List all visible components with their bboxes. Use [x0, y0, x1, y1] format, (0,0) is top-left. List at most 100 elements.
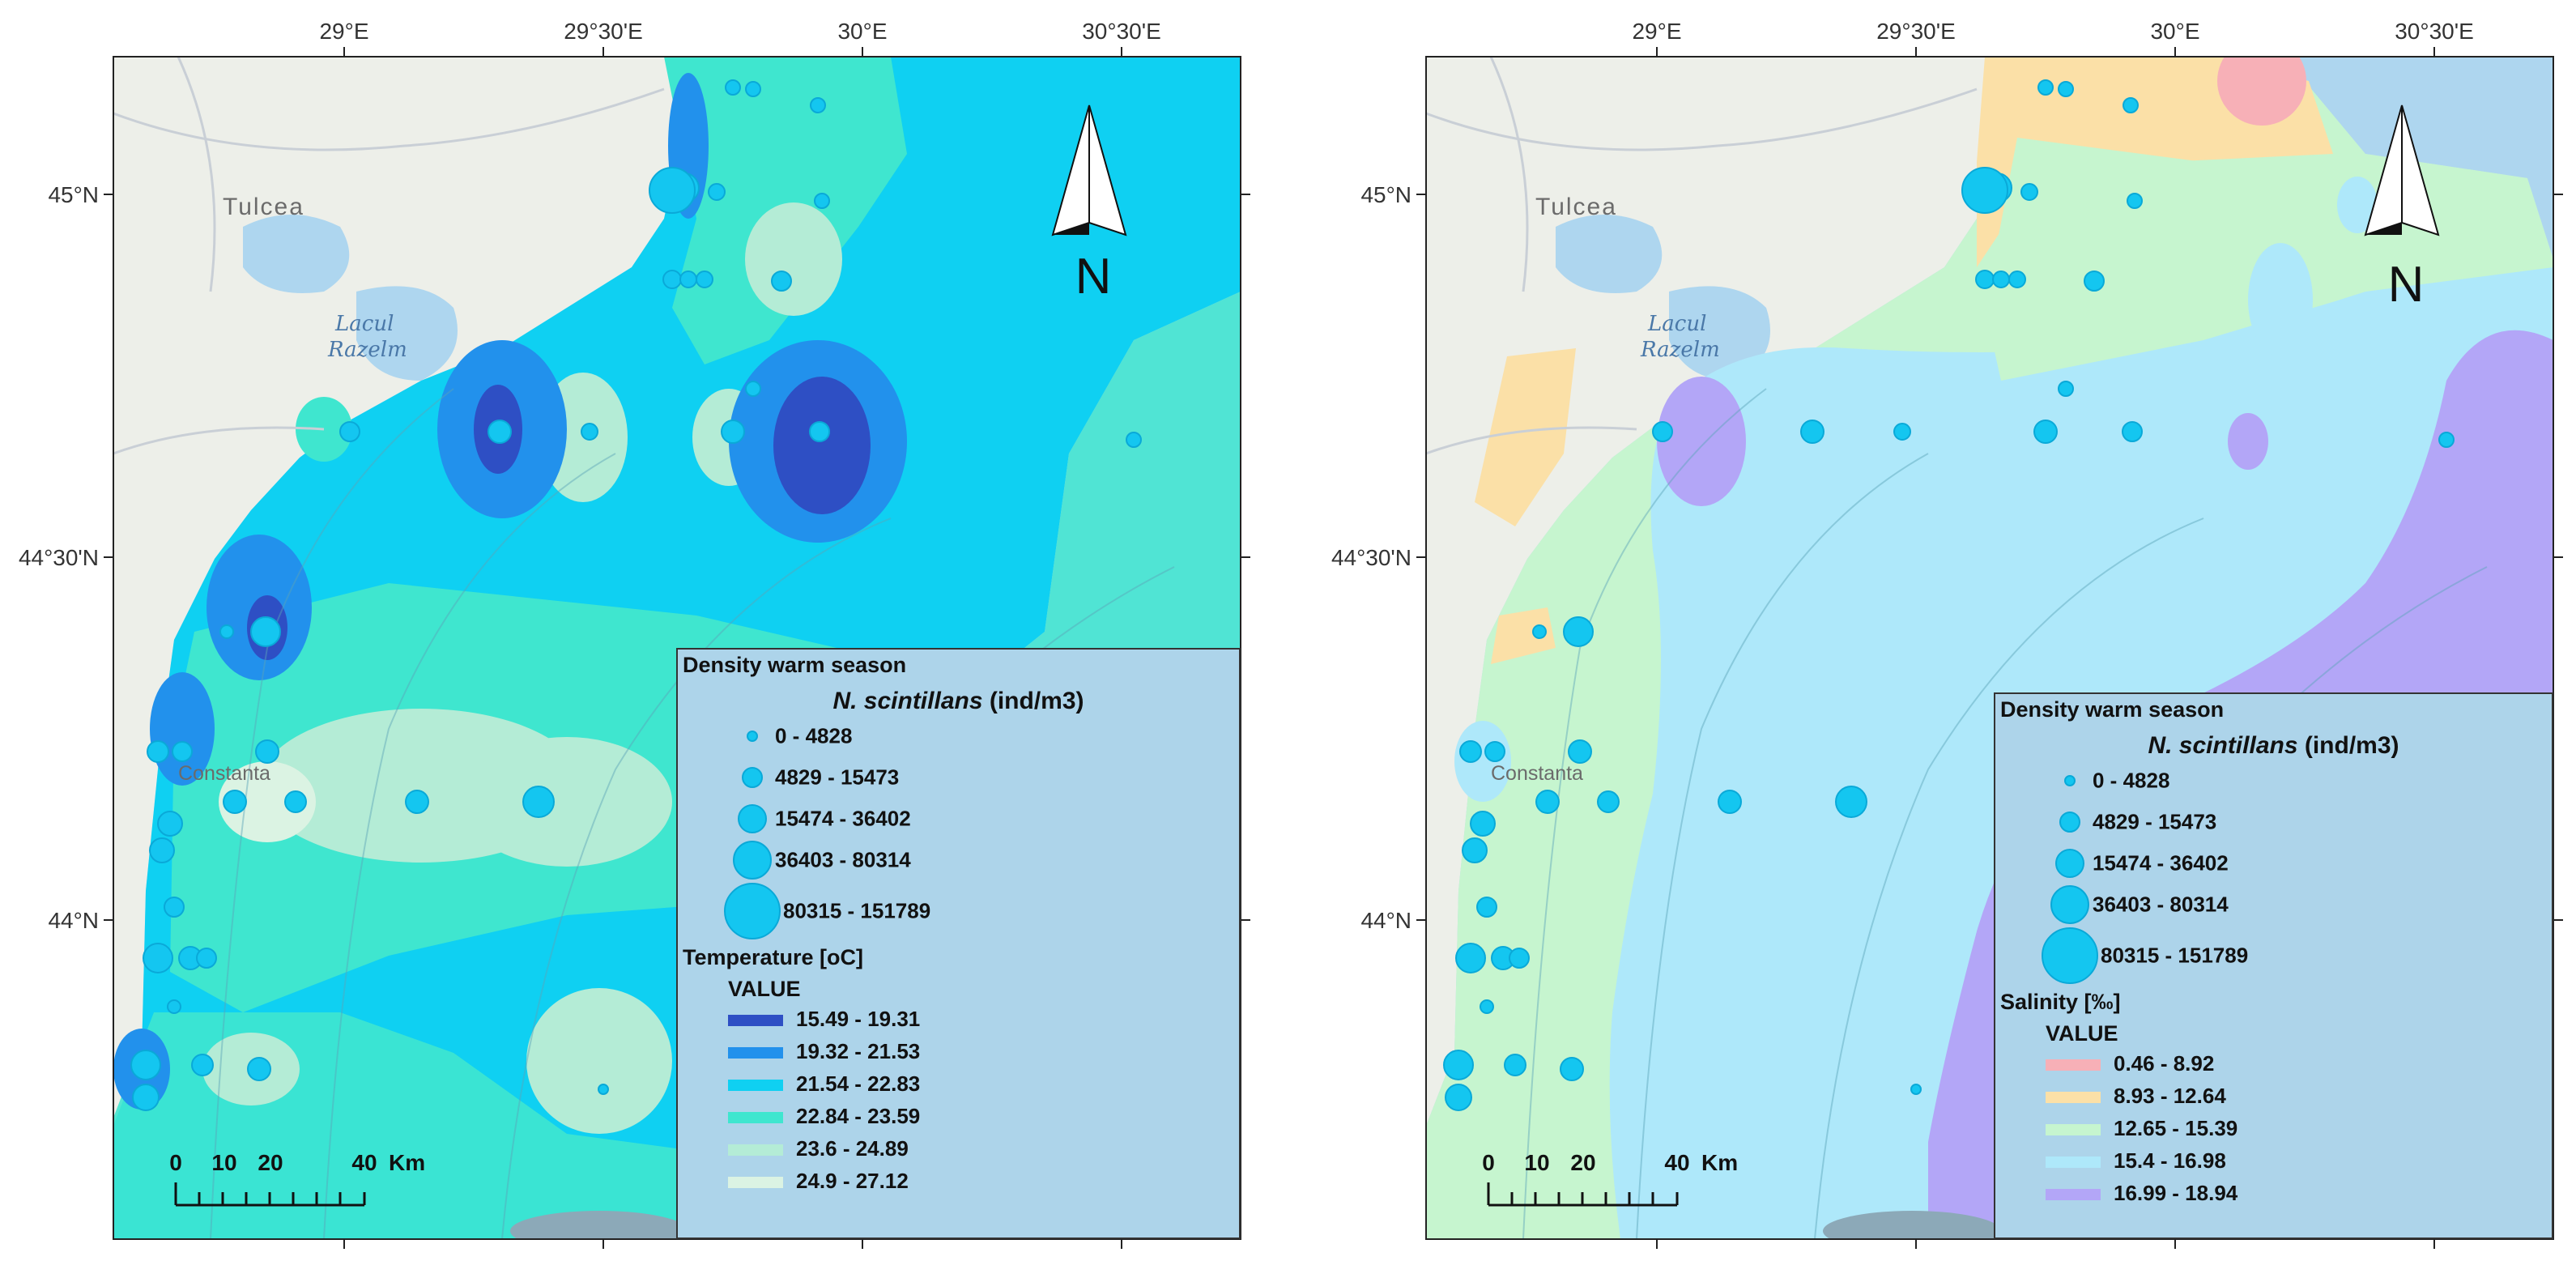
density-class-row: 4829 - 15473: [1995, 801, 2552, 842]
station-marker: [745, 81, 761, 97]
class-swatch: [728, 1177, 783, 1188]
temperature-map-panel: 29°E 29°30'E 30°E 30°30'E 45°N 44°30'N 4…: [0, 0, 1263, 1278]
class-label: 15.4 - 16.98: [2114, 1148, 2226, 1173]
station-marker: [809, 421, 830, 442]
density-class-row: 0 - 4828: [678, 715, 1239, 756]
class-label: 23.6 - 24.89: [796, 1136, 909, 1161]
station-marker: [2127, 193, 2143, 209]
density-class-row: 15474 - 36402: [1995, 842, 2552, 884]
station-marker: [250, 616, 281, 647]
seafloor-relief: [510, 1211, 688, 1239]
station-marker: [143, 943, 173, 973]
class-swatch: [728, 1015, 783, 1026]
station-marker: [1893, 423, 1911, 441]
density-class-label: 80315 - 151789: [2101, 943, 2249, 968]
station-marker: [1445, 1084, 1472, 1111]
station-marker: [247, 1057, 271, 1081]
station-marker: [1910, 1084, 1922, 1095]
svg-text:0: 0: [169, 1150, 182, 1175]
station-marker: [1563, 616, 1594, 647]
density-class-label: 80315 - 151789: [783, 898, 931, 923]
density-class-label: 36403 - 80314: [2093, 892, 2229, 916]
station-marker: [2123, 97, 2139, 113]
map-border: [1425, 56, 2554, 1240]
class-swatch: [728, 1080, 783, 1091]
station-marker: [1568, 739, 1592, 764]
svg-text:Km: Km: [389, 1150, 425, 1175]
temperature-legend-title: Temperature [oC]: [683, 945, 864, 969]
north-arrow-icon: N: [2364, 104, 2440, 313]
north-label: N: [2388, 257, 2425, 313]
station-marker: [814, 193, 830, 209]
station-marker: [339, 421, 360, 442]
svg-text:10: 10: [211, 1150, 236, 1175]
lat-label: 44°30'N: [1331, 545, 1411, 570]
station-marker: [2058, 381, 2074, 397]
station-marker: [662, 270, 682, 289]
density-class-row: 36403 - 80314: [678, 839, 1239, 880]
station-marker: [708, 183, 726, 201]
lon-label: 30°30'E: [2395, 19, 2474, 44]
lat-label: 44°N: [1360, 908, 1411, 933]
map-border: [113, 56, 1241, 1240]
svg-text:40: 40: [1664, 1150, 1689, 1175]
value-class-row: 16.99 - 18.94: [1995, 1176, 2552, 1208]
station-marker: [2008, 271, 2026, 288]
density-class-label: 4829 - 15473: [775, 765, 900, 789]
value-label: VALUE: [2046, 1021, 2118, 1046]
lon-label: 29°30'E: [1876, 19, 1956, 44]
class-label: 15.49 - 19.31: [796, 1007, 921, 1031]
station-marker: [149, 837, 175, 863]
lake-area: [243, 215, 350, 293]
density-class-row: 80315 - 151789: [678, 880, 1239, 942]
legend-species: N. scintillans (ind/m3): [832, 688, 1084, 714]
station-marker: [725, 79, 741, 96]
class-swatch: [2046, 1059, 2101, 1071]
lake-label: Razelm: [1640, 338, 1720, 362]
station-marker: [1484, 741, 1505, 762]
svg-text:20: 20: [258, 1150, 283, 1175]
station-marker: [721, 420, 745, 444]
class-label: 8.93 - 12.64: [2114, 1084, 2226, 1108]
station-marker: [223, 790, 247, 814]
station-marker: [219, 624, 234, 639]
density-class-row: 15474 - 36402: [678, 798, 1239, 839]
station-marker: [2438, 432, 2455, 448]
svg-text:10: 10: [1524, 1150, 1549, 1175]
station-marker: [196, 948, 217, 969]
lat-label: 44°30'N: [19, 545, 99, 570]
north-arrow-icon: N: [1051, 104, 1127, 305]
station-marker: [1652, 421, 1673, 442]
svg-text:20: 20: [1570, 1150, 1595, 1175]
density-class-row: 80315 - 151789: [1995, 925, 2552, 986]
class-label: 12.65 - 15.39: [2114, 1116, 2238, 1140]
density-dot-icon: [724, 883, 781, 939]
value-class-row: 19.32 - 21.53: [678, 1034, 1239, 1067]
station-marker: [2033, 420, 2058, 444]
class-swatch: [2046, 1092, 2101, 1103]
density-dot-icon: [742, 766, 763, 788]
lon-label: 30°30'E: [1082, 19, 1161, 44]
town-label-tulcea: Tulcea: [223, 194, 304, 220]
class-swatch: [728, 1144, 783, 1156]
lake-area: [356, 286, 458, 381]
lon-label: 29°E: [319, 19, 368, 44]
value-class-row: 21.54 - 22.83: [678, 1067, 1239, 1099]
lat-label: 45°N: [1360, 182, 1411, 207]
station-marker: [1504, 1054, 1526, 1076]
density-class-row: 4829 - 15473: [678, 756, 1239, 798]
map-frame: [1416, 47, 2563, 1249]
density-class-label: 0 - 4828: [2093, 768, 2170, 792]
station-marker: [1459, 740, 1482, 763]
station-marker: [1480, 999, 1494, 1014]
density-class-label: 36403 - 80314: [775, 847, 911, 871]
town-label-constanta: Constanta: [178, 762, 270, 785]
lon-label: 30°E: [2150, 19, 2199, 44]
value-class-row: 12.65 - 15.39: [1995, 1111, 2552, 1144]
class-swatch: [2046, 1189, 2101, 1200]
lake-label: Lacul: [1647, 312, 1706, 336]
station-marker: [488, 420, 512, 444]
lat-label: 45°N: [48, 182, 99, 207]
station-marker: [130, 1050, 161, 1080]
value-class-row: 23.6 - 24.89: [678, 1131, 1239, 1164]
